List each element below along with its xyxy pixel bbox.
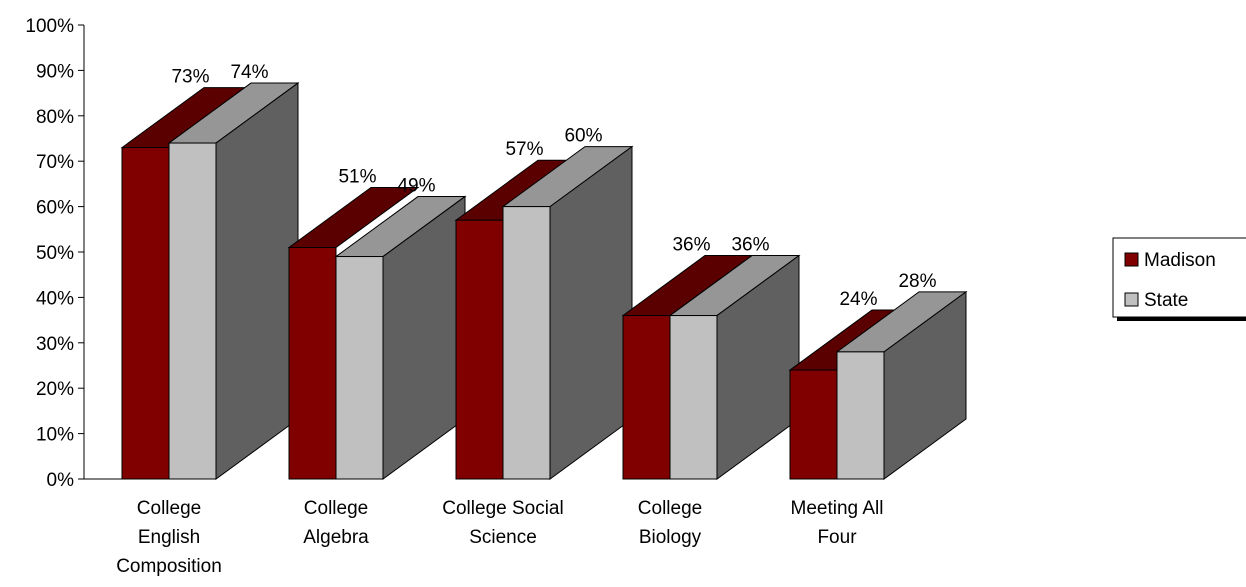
bar-madison: [622, 315, 671, 480]
bar-madison: [288, 246, 337, 480]
category-label: College Social Science: [442, 498, 563, 548]
bar-group: [788, 290, 968, 480]
y-tick-label: 50%: [36, 243, 74, 264]
legend-swatch-state: [1124, 292, 1139, 307]
category-labels: College English Composition College Algebra C…: [116, 498, 883, 577]
bar-state: [502, 206, 551, 480]
y-tick-label: 60%: [36, 198, 74, 219]
bar-state: [669, 315, 718, 480]
y-axis: 0% 10% 20% 30% 40% 50% 60% 70% 80% 90% 100%: [25, 16, 122, 491]
bar-group: [454, 145, 634, 480]
y-tick-label: 100%: [25, 16, 74, 37]
data-label: 51%: [338, 166, 376, 187]
data-label: 73%: [171, 67, 209, 88]
data-label: 28%: [898, 271, 936, 292]
y-tick-label: 80%: [36, 107, 74, 128]
category-label: Meeting All Four: [791, 498, 884, 548]
data-label: 36%: [731, 235, 769, 256]
category-label: College Biology: [638, 498, 702, 548]
bar-group: [621, 254, 801, 480]
data-label: 24%: [839, 289, 877, 310]
bar-side: [883, 290, 967, 480]
y-tick-label: 30%: [36, 334, 74, 355]
data-labels: 73% 74% 51% 49% 57% 60% 36% 36% 24% 28%: [171, 62, 936, 310]
category-label: College Algebra: [303, 498, 369, 548]
y-tick-label: 20%: [36, 379, 74, 400]
y-tick-label: 10%: [36, 425, 74, 446]
y-tick-label: 40%: [36, 288, 74, 309]
y-tick-label: 90%: [36, 61, 74, 82]
data-label: 57%: [505, 139, 543, 160]
bar-group: [120, 82, 300, 480]
legend-label-madison: Madison: [1144, 250, 1216, 271]
bar-side: [215, 82, 299, 480]
y-tick-label: 0%: [47, 470, 75, 491]
legend: Madison State: [1112, 237, 1246, 321]
data-label: 60%: [564, 126, 602, 147]
y-tick-label: 70%: [36, 152, 74, 173]
legend-swatch-madison: [1124, 252, 1139, 267]
legend-label-state: State: [1144, 290, 1188, 311]
bar-madison: [455, 219, 504, 480]
data-label: 36%: [672, 235, 710, 256]
bar-state: [168, 142, 217, 480]
data-label: 74%: [230, 62, 268, 83]
bar-madison: [789, 369, 838, 480]
bar-state: [335, 256, 384, 480]
bars: [120, 82, 968, 480]
bar-state: [836, 351, 885, 480]
category-label: College English Composition: [116, 498, 222, 577]
data-label: 49%: [397, 176, 435, 197]
bar-group: [287, 186, 467, 480]
bar-madison: [121, 147, 170, 480]
